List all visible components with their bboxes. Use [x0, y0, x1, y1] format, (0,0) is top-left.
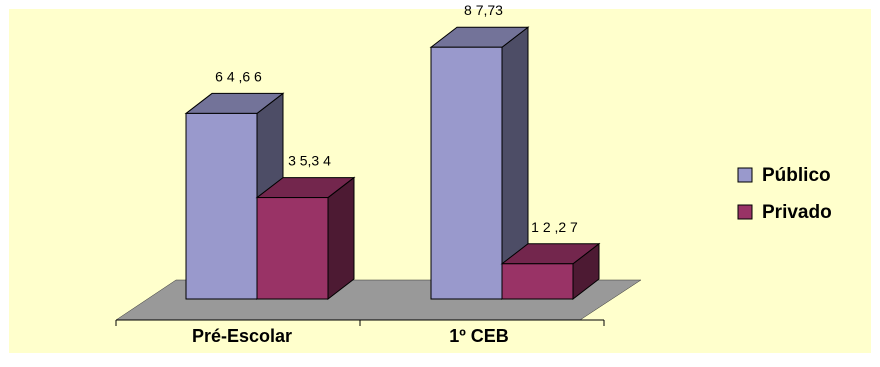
- x-tick-label: 1º CEB: [449, 326, 509, 346]
- legend-label: Público: [762, 165, 831, 186]
- data-label: 3 5,3 4: [288, 153, 331, 169]
- legend-swatch: [737, 204, 753, 220]
- bar: [500, 242, 601, 301]
- bar-front: [501, 263, 574, 300]
- data-label: 8 7,73: [464, 2, 503, 18]
- bar: [429, 26, 530, 301]
- bar-front: [430, 46, 503, 300]
- legend-swatch: [737, 167, 753, 183]
- bar-front: [185, 112, 258, 300]
- data-label: 6 4 ,6 6: [215, 68, 262, 84]
- bar: [255, 176, 356, 301]
- bar-side: [327, 176, 355, 301]
- bar-front: [256, 197, 329, 300]
- legend-label: Privado: [762, 202, 832, 223]
- data-label: 1 2 ,2 7: [531, 219, 578, 235]
- x-tick-label: Pré-Escolar: [192, 326, 292, 346]
